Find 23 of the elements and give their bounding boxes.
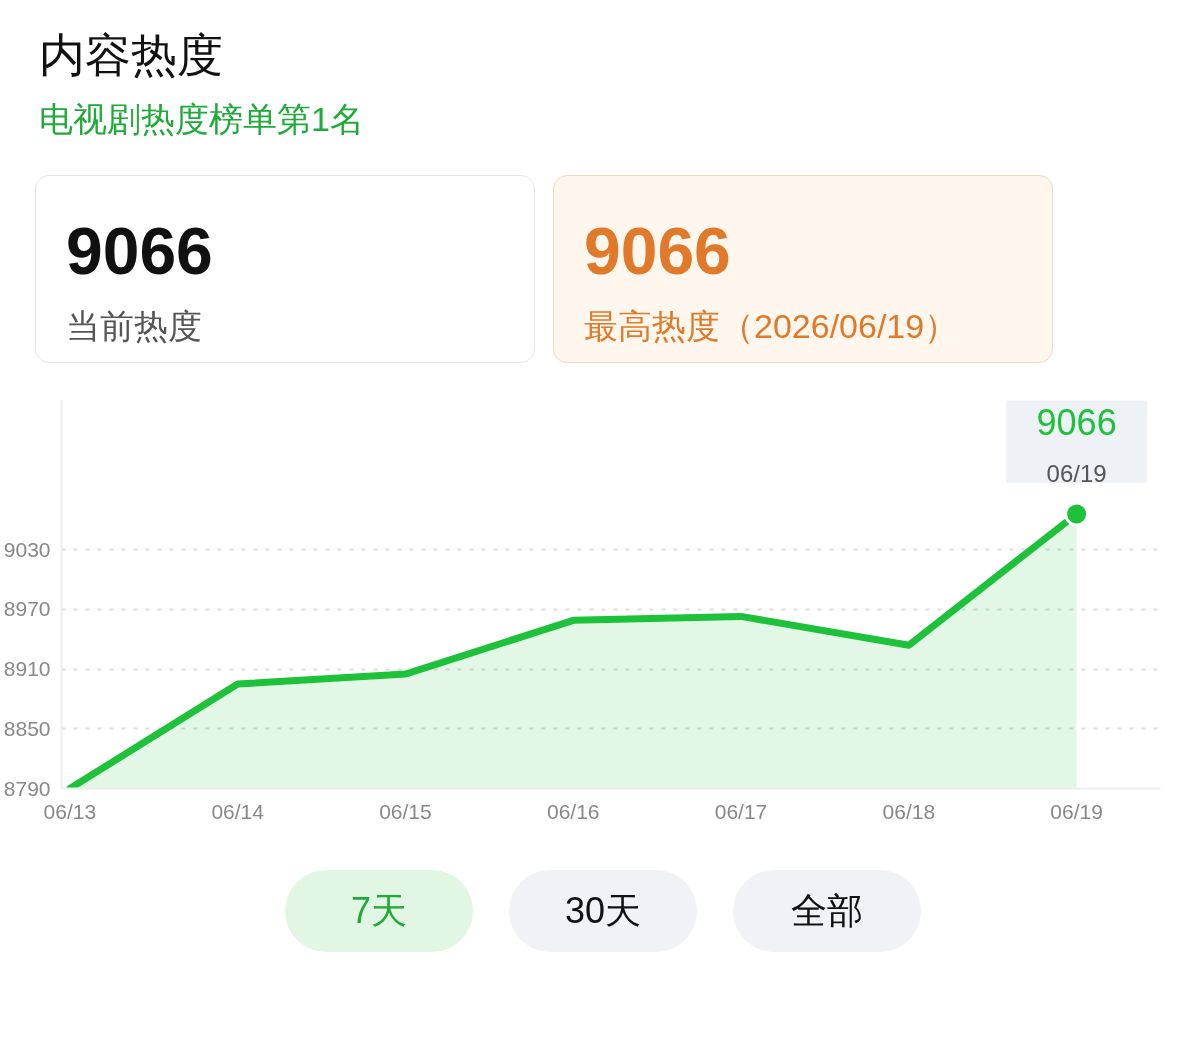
y-tick-label: 8850: [3, 716, 51, 740]
text: 9066: [584, 213, 732, 290]
y-tick-label: 8970: [3, 597, 51, 621]
text: 7天: [285, 870, 473, 952]
text: 30天: [509, 870, 697, 952]
x-tick-label: 06/17: [714, 799, 768, 823]
x-tick-label: 06/15: [379, 799, 432, 823]
text: 全部: [733, 870, 921, 952]
x-tick-label: 06/19: [1050, 799, 1103, 823]
chart-title: 内容热度: [39, 28, 224, 83]
x-tick-label: 06/13: [43, 799, 97, 823]
x-tick-label: 06/14: [211, 799, 265, 823]
text: 当前热度: [66, 306, 203, 348]
chart-subtitle: 电视剧热度榜单第1名: [39, 98, 365, 140]
text: 最高热度（2026/06/19）: [584, 306, 960, 348]
x-tick-label: 06/16: [546, 799, 600, 823]
y-tick-label: 8910: [3, 657, 51, 681]
x-tick-label: 06/18: [882, 799, 936, 823]
y-tick-label: 8790: [3, 776, 51, 800]
annotation: 06/19: [1046, 459, 1107, 487]
text: 9066: [66, 213, 214, 290]
y-tick-label: 9030: [3, 537, 51, 561]
annotation: 9066: [1036, 402, 1117, 444]
